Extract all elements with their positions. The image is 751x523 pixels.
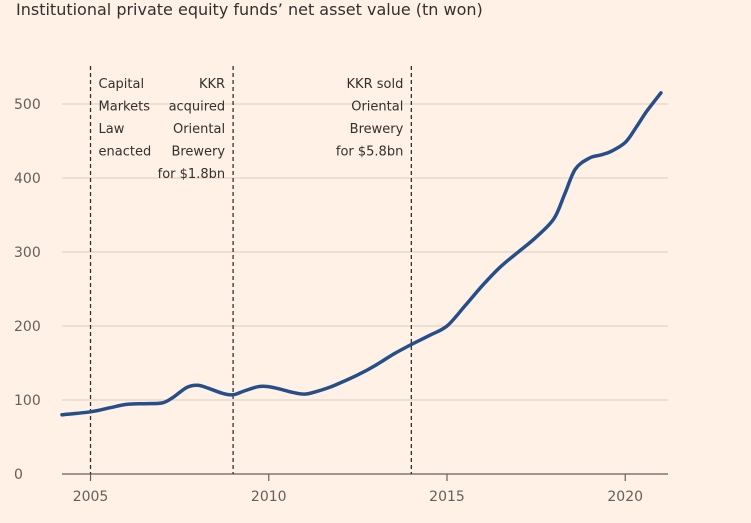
annotation-text: Law (99, 122, 125, 137)
annotation-text: Oriental (351, 100, 403, 115)
annotation-text: KKR (199, 77, 225, 92)
series-line (60, 91, 663, 417)
annotation-text: Markets (99, 100, 151, 115)
annotation-text: for $1.8bn (158, 167, 225, 182)
y-tick-label: 500 (14, 97, 41, 113)
annotation-text: for $5.8bn (336, 145, 403, 160)
annotation-text: KKR sold (347, 77, 404, 92)
x-tick-label: 2020 (607, 489, 643, 505)
annotation-text: Capital (99, 77, 145, 92)
x-tick-label: 2005 (73, 489, 109, 505)
annotation-text: Oriental (173, 122, 225, 137)
annotation-text: acquired (169, 100, 226, 115)
x-tick-label: 2015 (429, 489, 465, 505)
y-tick-label: 0 (14, 467, 23, 483)
annotation-text: enacted (99, 145, 152, 160)
x-tick-label: 2010 (251, 489, 287, 505)
annotation-text: Brewery (171, 145, 225, 160)
annotation-text: Brewery (350, 122, 404, 137)
y-tick-label: 200 (14, 319, 41, 335)
y-tick-label: 300 (14, 245, 41, 261)
y-tick-label: 400 (14, 171, 41, 187)
chart-title: Institutional private equity funds’ net … (16, 0, 483, 19)
y-tick-label: 100 (14, 393, 41, 409)
